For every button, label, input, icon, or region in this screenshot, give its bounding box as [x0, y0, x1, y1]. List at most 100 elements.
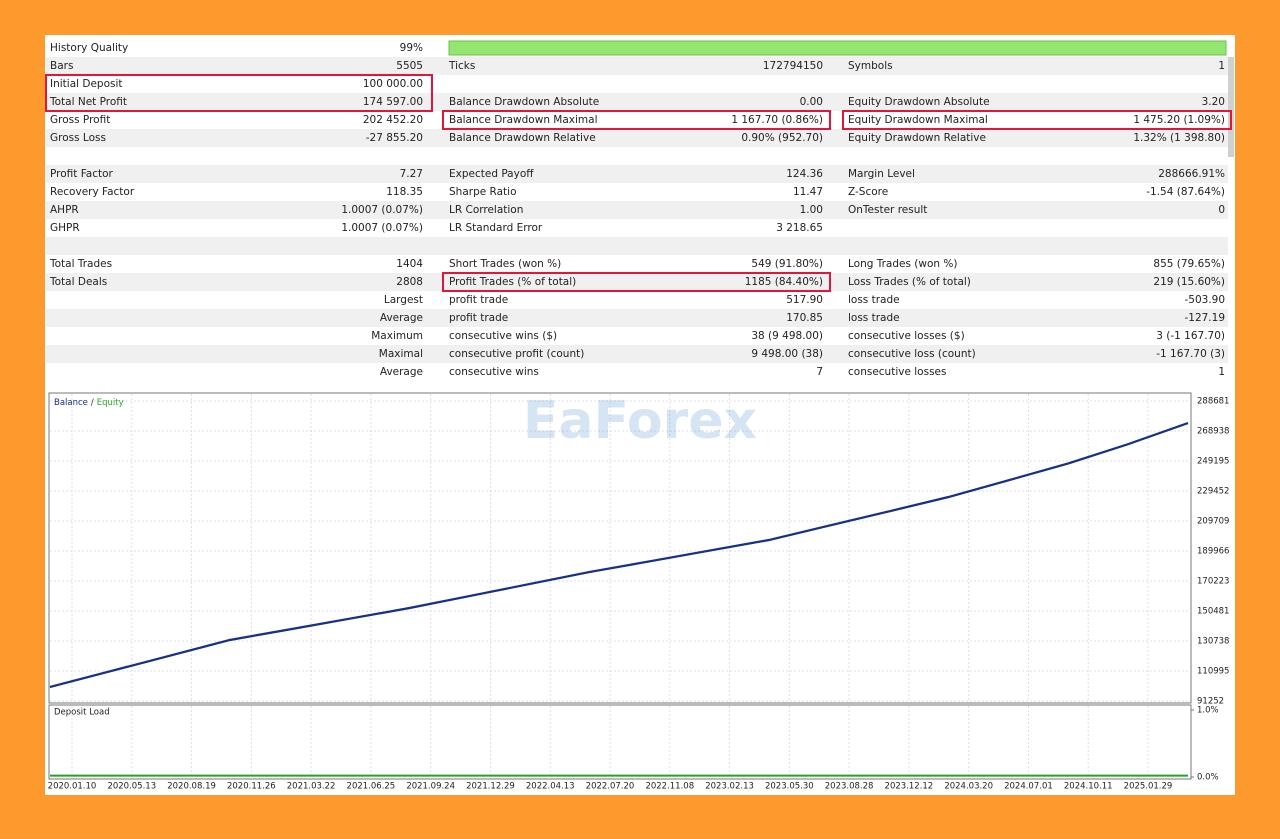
x-tick-label: 2024.10.11 [1064, 782, 1113, 792]
y-tick-label: 170223 [1197, 577, 1229, 587]
cell-label: Gross Loss [50, 132, 106, 144]
y-tick-label: 150481 [1197, 606, 1229, 616]
x-tick-label: 2023.12.12 [885, 782, 934, 792]
cell-label: OnTester result [848, 204, 927, 216]
cell-value: 1 [1218, 366, 1225, 378]
legend-entry: Equity [97, 398, 124, 408]
y-tick-label: 229452 [1197, 487, 1229, 497]
cell-label: Short Trades (won %) [449, 258, 561, 270]
cell-value: Maximum [371, 330, 423, 342]
scrollbar [1228, 57, 1234, 157]
cell-label: loss trade [848, 312, 900, 324]
cell-label: consecutive wins ($) [449, 330, 557, 342]
row-bg [46, 93, 1228, 111]
y-tick-label: 91252 [1197, 697, 1224, 707]
x-tick-label: 2021.12.29 [466, 782, 515, 792]
cell-value: 99% [400, 42, 423, 54]
cell-value: 7.27 [400, 168, 423, 180]
cell-value: 0.00 [800, 96, 823, 108]
cell-label: Recovery Factor [50, 186, 135, 198]
cell-label: Loss Trades (% of total) [848, 276, 971, 288]
cell-label: consecutive wins [449, 366, 539, 378]
deposit-frame [48, 704, 1192, 780]
highlight [442, 272, 831, 292]
cell-label: Initial Deposit [50, 78, 123, 90]
cell-label: Balance Drawdown Absolute [449, 96, 599, 108]
y-tick-label: 249195 [1197, 457, 1229, 467]
cell-label: consecutive profit (count) [449, 348, 584, 360]
x-tick-label: 2024.07.01 [1004, 782, 1053, 792]
x-tick-label: 2023.02.13 [705, 782, 754, 792]
cell-value: 118.35 [386, 186, 423, 198]
highlight [45, 74, 433, 112]
cell-value: 1.32% (1 398.80) [1133, 132, 1225, 144]
quality-bar [448, 40, 1227, 56]
x-tick-label: 2020.08.19 [167, 782, 216, 792]
cell-label: Equity Drawdown Absolute [848, 96, 990, 108]
cell-label: Sharpe Ratio [449, 186, 517, 198]
cell-value: 9 498.00 (38) [751, 348, 823, 360]
row-bg [46, 309, 1228, 327]
series-line [49, 421, 1189, 689]
cell-value: 1.0007 (0.07%) [341, 204, 423, 216]
cell-label: History Quality [50, 42, 128, 54]
x-tick-label: 2021.06.25 [347, 782, 396, 792]
cell-value: 7 [816, 366, 823, 378]
cell-value: 100 000.00 [363, 78, 423, 90]
cell-label: Profit Factor [50, 168, 114, 180]
cell-value: -1.54 (87.64%) [1146, 186, 1225, 198]
cell-value: 174 597.00 [363, 96, 423, 108]
highlight [842, 110, 1232, 130]
row-bg [46, 129, 1228, 147]
cell-label: Symbols [848, 60, 893, 72]
cell-value: 549 (91.80%) [751, 258, 823, 270]
cell-label: Bars [50, 60, 73, 72]
cell-value: 2808 [396, 276, 423, 288]
x-tick-label: 2021.03.22 [287, 782, 336, 792]
cell-label: Equity Drawdown Maximal [848, 114, 988, 126]
cell-value: 1404 [396, 258, 423, 270]
x-tick-label: 2022.04.13 [526, 782, 575, 792]
cell-label: LR Standard Error [449, 222, 543, 234]
y-tick-label: 288681 [1197, 397, 1229, 407]
cell-label: Gross Profit [50, 114, 110, 126]
cell-label: Long Trades (won %) [848, 258, 957, 270]
cell-label: Balance Drawdown Relative [449, 132, 596, 144]
highlight [442, 110, 831, 130]
cell-value: 1.00 [800, 204, 823, 216]
cell-label: Total Deals [49, 276, 107, 288]
cell-value: -27 855.20 [366, 132, 423, 144]
cell-label: Margin Level [848, 168, 915, 180]
cell-label: AHPR [50, 204, 79, 216]
legend-entry: / [91, 398, 94, 408]
cell-label: LR Correlation [449, 204, 523, 216]
cell-value: -1 167.70 (3) [1156, 348, 1225, 360]
cell-value: 3 218.65 [776, 222, 823, 234]
y-tick-label: 189966 [1197, 547, 1229, 557]
x-tick-label: 2023.05.30 [765, 782, 814, 792]
cell-label: Total Net Profit [49, 96, 127, 108]
row-bg [46, 57, 1228, 75]
cell-label: consecutive loss (count) [848, 348, 976, 360]
cell-value: 517.90 [786, 294, 823, 306]
x-tick-label: 2022.11.08 [645, 782, 694, 792]
cell-label: Ticks [448, 60, 475, 72]
graph-frame [48, 392, 1192, 704]
row-bg [46, 345, 1228, 363]
row-bg [46, 273, 1228, 291]
cell-label: Expected Payoff [449, 168, 534, 180]
y-tick-label: 0.0% [1197, 773, 1219, 783]
cell-label: profit trade [449, 294, 508, 306]
cell-value: 0 [1218, 204, 1225, 216]
y-tick-label: 110995 [1197, 666, 1229, 676]
cell-value: 5505 [396, 60, 423, 72]
cell-value: Maximal [379, 348, 423, 360]
cell-label: consecutive losses ($) [848, 330, 965, 342]
cell-label: loss trade [848, 294, 900, 306]
cell-value: 1185 (84.40%) [745, 276, 823, 288]
cell-label: Profit Trades (% of total) [449, 276, 576, 288]
y-tick-label: 268938 [1197, 427, 1229, 437]
cell-label: consecutive losses [848, 366, 946, 378]
cell-value: 38 (9 498.00) [751, 330, 823, 342]
x-tick-label: 2021.09.24 [406, 782, 455, 792]
